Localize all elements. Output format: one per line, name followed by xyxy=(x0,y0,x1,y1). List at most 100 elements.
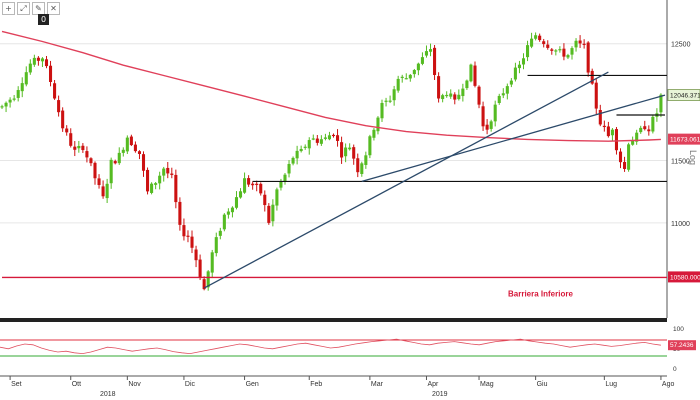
candle-body xyxy=(129,136,133,146)
candle-body xyxy=(465,80,469,89)
candle-body xyxy=(453,94,457,100)
candle-body xyxy=(582,43,586,45)
zero-button[interactable]: 0 xyxy=(38,14,49,25)
candle xyxy=(251,181,255,190)
candle xyxy=(44,55,49,69)
candle xyxy=(93,161,97,185)
candle-body xyxy=(28,63,32,73)
candle xyxy=(255,180,259,192)
candle-body xyxy=(230,207,234,213)
candle xyxy=(635,129,639,145)
candle xyxy=(400,74,404,83)
candle-body xyxy=(255,183,259,185)
candle-body xyxy=(170,173,174,175)
candle xyxy=(578,35,582,48)
zoom-reset-icon[interactable]: ⤢ xyxy=(17,2,30,15)
candle xyxy=(311,134,315,141)
candle xyxy=(534,32,538,41)
candle-body xyxy=(360,163,364,174)
candle-body xyxy=(243,178,247,193)
candle xyxy=(81,143,85,153)
candle xyxy=(158,171,162,190)
candle-body xyxy=(146,169,150,192)
candle-body xyxy=(178,201,182,225)
last-price-tag xyxy=(667,89,700,101)
candle xyxy=(307,137,311,155)
candle xyxy=(639,125,643,134)
candle xyxy=(606,121,610,138)
candle-body xyxy=(53,83,57,99)
candle-body xyxy=(247,178,251,185)
candle-body xyxy=(566,55,570,58)
candle xyxy=(194,245,198,268)
candle-body xyxy=(388,100,392,102)
zoom-in-icon[interactable]: + xyxy=(2,2,15,15)
x-month-label: Giu xyxy=(537,381,548,388)
candle-body xyxy=(558,49,562,51)
candle xyxy=(259,182,263,196)
candle xyxy=(623,156,627,172)
candle-body xyxy=(437,76,441,99)
candle-body xyxy=(162,168,166,176)
candle-body xyxy=(331,134,336,137)
candle-body xyxy=(594,82,598,109)
candle xyxy=(384,97,388,107)
candle-body xyxy=(635,132,639,142)
candle xyxy=(210,249,214,279)
candle xyxy=(69,128,73,148)
candle-body xyxy=(226,211,230,215)
candle xyxy=(141,151,146,177)
candle-body xyxy=(380,102,384,119)
candle-body xyxy=(307,140,311,149)
candle-body xyxy=(400,76,404,78)
candle-body xyxy=(631,140,635,145)
candle-body xyxy=(12,98,16,100)
candle xyxy=(101,180,105,199)
candle-body xyxy=(412,70,416,75)
candle-body xyxy=(534,35,538,39)
candle-body xyxy=(538,35,542,41)
candle-body xyxy=(194,249,198,261)
candle xyxy=(263,190,267,212)
candle xyxy=(73,141,77,157)
candle-body xyxy=(416,63,420,71)
candle xyxy=(283,173,287,185)
candle-body xyxy=(481,106,485,127)
candle xyxy=(372,128,376,141)
candle-body xyxy=(336,135,340,141)
candle-body xyxy=(263,194,267,206)
candle xyxy=(428,43,433,57)
chart-toolbar: + ⤢ ✎ ✕ xyxy=(2,2,60,15)
candle-body xyxy=(24,72,28,85)
candle-body xyxy=(186,235,190,237)
candle-body xyxy=(420,57,424,64)
candle xyxy=(558,46,562,53)
candle xyxy=(48,60,53,87)
candle xyxy=(586,41,590,77)
candle-body xyxy=(546,44,550,48)
candle-body xyxy=(251,183,255,186)
candle-body xyxy=(618,151,623,163)
close-icon[interactable]: ✕ xyxy=(47,2,60,15)
candle-body xyxy=(344,147,348,157)
candle xyxy=(198,254,202,281)
candle xyxy=(497,93,501,105)
candle-body xyxy=(570,48,574,55)
candle xyxy=(218,227,222,240)
candle-body xyxy=(117,152,121,164)
candle-body xyxy=(174,174,178,203)
candle-body xyxy=(356,158,360,173)
candle xyxy=(356,153,360,178)
x-year-label: 2019 xyxy=(432,391,448,398)
candle xyxy=(267,203,271,225)
candle xyxy=(32,54,36,67)
candle-body xyxy=(137,151,141,154)
candle-body xyxy=(8,99,12,103)
candle xyxy=(331,133,336,138)
candle xyxy=(243,172,247,194)
candle xyxy=(121,147,125,157)
candle xyxy=(113,159,117,165)
x-month-label: Feb xyxy=(310,381,322,388)
candle-body xyxy=(614,129,619,151)
